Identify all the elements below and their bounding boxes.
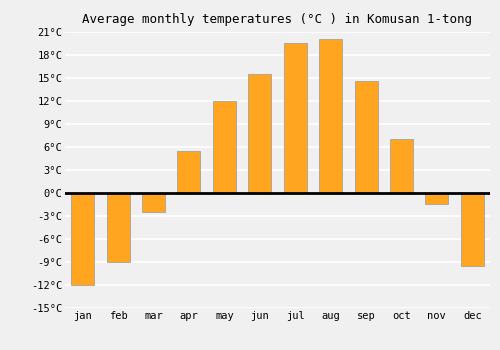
Bar (354, 82, 378, 193)
Bar (426, 193, 448, 204)
Bar (248, 74, 272, 193)
Bar (390, 139, 413, 193)
Bar (142, 193, 165, 212)
Bar (461, 193, 484, 266)
Bar (213, 101, 236, 193)
Bar (319, 39, 342, 193)
Bar (71, 193, 94, 285)
Bar (284, 43, 306, 193)
Title: Average monthly temperatures (°C ) in Komusan 1-tong: Average monthly temperatures (°C ) in Ko… (82, 13, 472, 26)
Bar (106, 193, 130, 262)
Bar (178, 150, 201, 193)
